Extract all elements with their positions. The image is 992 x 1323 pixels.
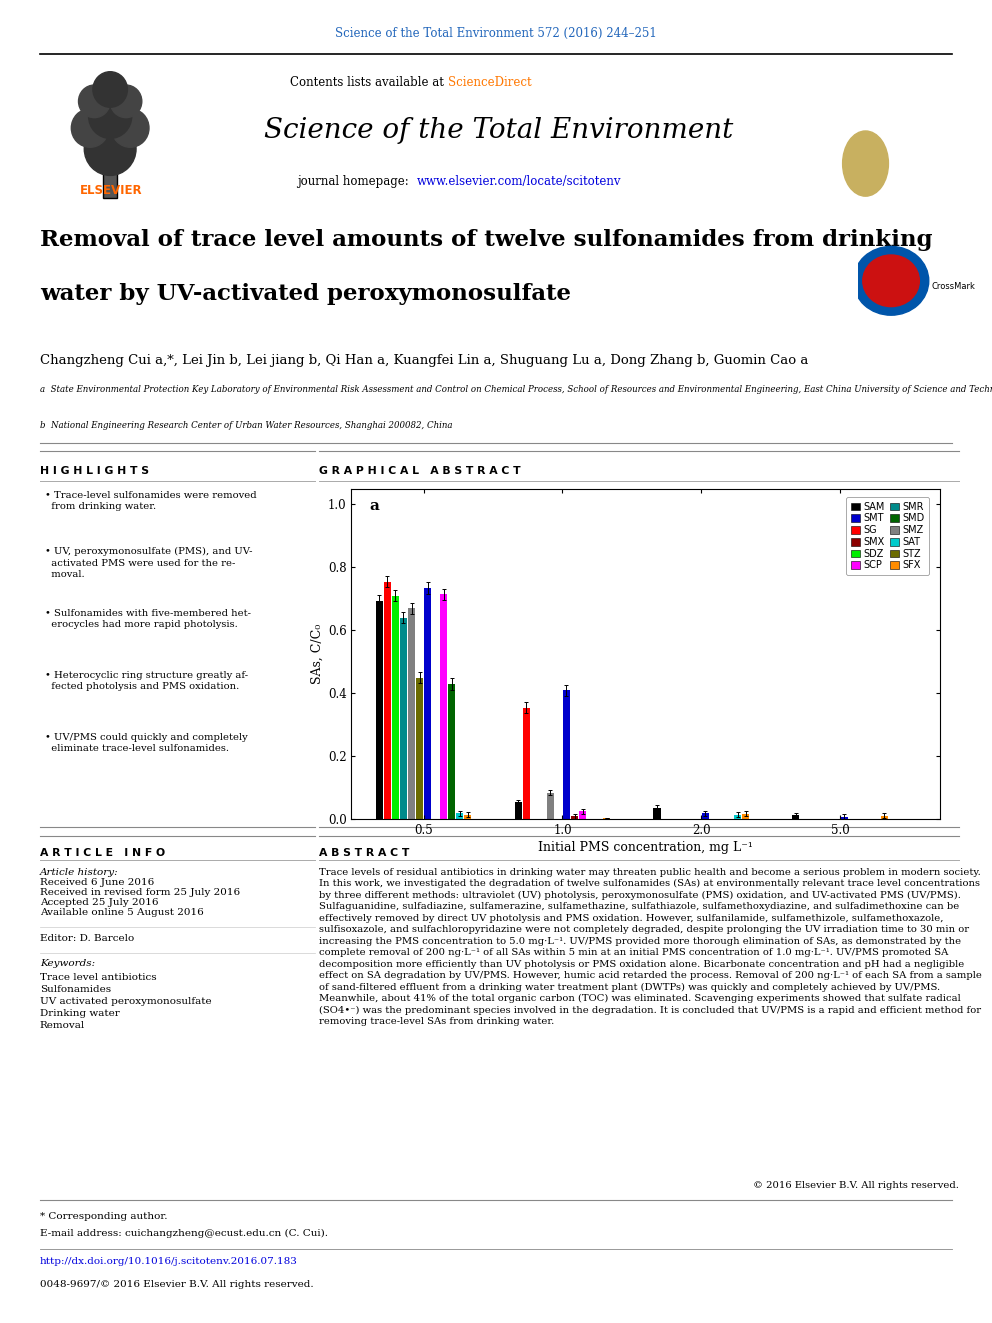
Text: http://dx.doi.org/10.1016/j.scitotenv.2016.07.183: http://dx.doi.org/10.1016/j.scitotenv.20…: [40, 1257, 298, 1266]
Text: Available online 5 August 2016: Available online 5 August 2016: [40, 909, 203, 917]
Text: Changzheng Cui a,*, Lei Jin b, Lei jiang b, Qi Han a, Kuangfei Lin a, Shuguang L: Changzheng Cui a,*, Lei Jin b, Lei jiang…: [40, 355, 808, 366]
Text: H I G H L I G H T S: H I G H L I G H T S: [40, 466, 149, 476]
Text: • Sulfonamides with five-membered het-
  erocycles had more rapid photolysis.: • Sulfonamides with five-membered het- e…: [46, 609, 251, 630]
Text: a  State Environmental Protection Key Laboratory of Environmental Risk Assessmen: a State Environmental Protection Key Lab…: [40, 385, 992, 394]
Text: Science of the Total Environment: Science of the Total Environment: [264, 118, 733, 144]
Text: G R A P H I C A L   A B S T R A C T: G R A P H I C A L A B S T R A C T: [319, 466, 521, 476]
Text: Trace level antibiotics
Sulfonamides
UV activated peroxymonosulfate
Drinking wat: Trace level antibiotics Sulfonamides UV …: [40, 972, 211, 1031]
Text: b  National Engineering Research Center of Urban Water Resources, Shanghai 20008: b National Engineering Research Center o…: [40, 421, 452, 430]
Circle shape: [88, 94, 132, 139]
Circle shape: [78, 85, 110, 118]
Text: Accepted 25 July 2016: Accepted 25 July 2016: [40, 898, 158, 908]
Text: * Corresponding author.: * Corresponding author.: [40, 1212, 168, 1221]
Text: A B S T R A C T: A B S T R A C T: [319, 848, 410, 857]
Circle shape: [110, 85, 142, 118]
Circle shape: [853, 246, 929, 315]
Text: Article history:: Article history:: [40, 868, 118, 877]
Text: journal homepage:: journal homepage:: [298, 175, 417, 188]
Text: Science
of the
Total
Environment: Science of the Total Environment: [840, 79, 891, 116]
Circle shape: [111, 108, 149, 147]
FancyBboxPatch shape: [103, 171, 117, 197]
Text: Received 6 June 2016: Received 6 June 2016: [40, 878, 154, 888]
Text: Science of the Total Environment 572 (2016) 244–251: Science of the Total Environment 572 (20…: [335, 28, 657, 40]
Text: E-mail address: cuichangzheng@ecust.edu.cn (C. Cui).: E-mail address: cuichangzheng@ecust.edu.…: [40, 1229, 327, 1238]
Text: ScienceDirect: ScienceDirect: [448, 75, 532, 89]
Text: www.elsevier.com/locate/scitotenv: www.elsevier.com/locate/scitotenv: [417, 175, 621, 188]
Circle shape: [71, 108, 109, 147]
Text: • Trace-level sulfonamides were removed
  from drinking water.: • Trace-level sulfonamides were removed …: [46, 491, 257, 511]
Circle shape: [863, 255, 920, 307]
Text: Removal of trace level amounts of twelve sulfonamides from drinking: Removal of trace level amounts of twelve…: [40, 229, 932, 250]
Text: A R T I C L E   I N F O: A R T I C L E I N F O: [40, 848, 165, 857]
Text: 0048-9697/© 2016 Elsevier B.V. All rights reserved.: 0048-9697/© 2016 Elsevier B.V. All right…: [40, 1281, 313, 1290]
Text: water by UV-activated peroxymonosulfate: water by UV-activated peroxymonosulfate: [40, 283, 570, 306]
Text: Received in revised form 25 July 2016: Received in revised form 25 July 2016: [40, 888, 240, 897]
Text: • Heterocyclic ring structure greatly af-
  fected photolysis and PMS oxidation.: • Heterocyclic ring structure greatly af…: [46, 671, 248, 692]
Text: ELSEVIER: ELSEVIER: [80, 184, 143, 197]
Circle shape: [93, 71, 127, 107]
Circle shape: [842, 131, 889, 196]
Text: Trace levels of residual antibiotics in drinking water may threaten public healt: Trace levels of residual antibiotics in …: [319, 868, 982, 1027]
Text: • UV, peroxymonosulfate (PMS), and UV-
  activated PMS were used for the re-
  m: • UV, peroxymonosulfate (PMS), and UV- a…: [46, 546, 253, 579]
Text: • UV/PMS could quickly and completely
  eliminate trace-level sulfonamides.: • UV/PMS could quickly and completely el…: [46, 733, 248, 753]
Text: Keywords:: Keywords:: [40, 959, 95, 968]
Text: CrossMark: CrossMark: [931, 282, 975, 291]
Circle shape: [84, 122, 136, 176]
Text: © 2016 Elsevier B.V. All rights reserved.: © 2016 Elsevier B.V. All rights reserved…: [753, 1180, 959, 1189]
Text: Editor: D. Barcelo: Editor: D. Barcelo: [40, 934, 134, 943]
Text: Contents lists available at: Contents lists available at: [291, 75, 448, 89]
